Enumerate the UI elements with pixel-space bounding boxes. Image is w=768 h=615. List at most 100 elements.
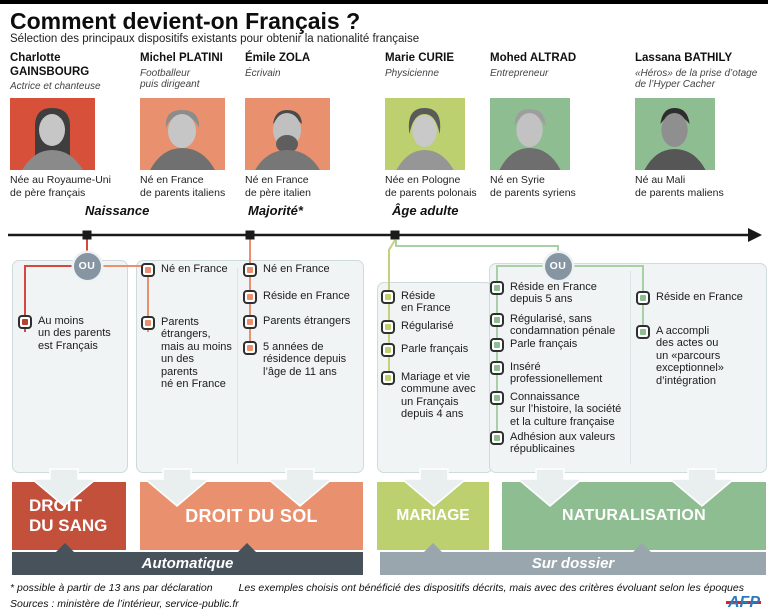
- condition-item: Au moins un des parents est Français: [18, 315, 114, 352]
- bar-label: Sur dossier: [531, 555, 615, 572]
- condition-item: Parle français: [490, 338, 625, 352]
- band-label: DROIT DU SANG: [29, 496, 108, 535]
- milestone-label-majorite: Majorité*: [248, 203, 303, 218]
- condition-bullet-icon: [381, 290, 395, 304]
- bar-label: Automatique: [141, 555, 234, 572]
- condition-bullet-icon: [18, 315, 32, 329]
- condition-item: Connaissance sur l’histoire, la société …: [490, 391, 625, 428]
- person-role: «Héros» de la prise d’otage de l’Hyper C…: [635, 67, 758, 91]
- band-naturalisation: NATURALISATION: [502, 482, 766, 550]
- person-photo: [635, 98, 715, 170]
- band-label: MARIAGE: [396, 507, 470, 525]
- or-node-1: OU: [73, 252, 101, 280]
- condition-item: Adhésion aux valeurs républicaines: [490, 431, 625, 456]
- person-column-platini: Michel PLATINI Footballeur puis dirigean…: [140, 52, 240, 199]
- person-photo: [385, 98, 465, 170]
- condition-bullet-icon: [490, 281, 504, 295]
- condition-bullet-icon: [243, 290, 257, 304]
- person-column-altrad: Mohed ALTRAD Entrepreneur Né en Syrie de…: [490, 52, 600, 199]
- person-role: Footballeur puis dirigeant: [140, 67, 200, 91]
- person-name: Marie CURIE: [385, 52, 455, 64]
- condition-bullet-icon: [243, 263, 257, 277]
- person-name: Émile ZOLA: [245, 52, 311, 64]
- person-photo: [140, 98, 225, 170]
- afp-logo-text: AFP: [728, 594, 760, 611]
- person-role: Écrivain: [245, 67, 281, 79]
- band-label: DROIT DU SOL: [185, 505, 318, 526]
- condition-item: Mariage et vie commune avec un Français …: [381, 371, 481, 421]
- footnote-examples: Les exemples choisis ont bénéficié des d…: [238, 582, 744, 594]
- person-role: Entrepreneur: [490, 67, 549, 79]
- person-origin: Né en France de parents italiens: [140, 174, 226, 200]
- condition-item: Réside en France depuis 5 ans: [490, 281, 625, 306]
- person-role: Physicienne: [385, 67, 439, 79]
- portrait-silhouette-icon: [396, 108, 454, 170]
- connector-age-adulte-to-ou2: [395, 240, 559, 252]
- condition-bullet-icon: [490, 361, 504, 375]
- person-origin: Née au Royaume-Uni de père français: [10, 174, 111, 200]
- condition-item: Parents étrangers, mais au moins un des …: [141, 316, 233, 391]
- person-photo: [490, 98, 570, 170]
- person-column-bathily: Lassana BATHILY «Héros» de la prise d’ot…: [635, 52, 768, 199]
- footnote-row: * possible à partir de 13 ans par déclar…: [10, 582, 750, 594]
- condition-bullet-icon: [381, 371, 395, 385]
- person-origin: Né en France de père italien: [245, 174, 311, 200]
- condition-bullet-icon: [381, 320, 395, 334]
- person-name: Lassana BATHILY: [635, 52, 733, 64]
- condition-item: Né en France: [141, 263, 233, 277]
- milestone-marker-age-adulte: [390, 230, 400, 240]
- condition-item: A accompli des actes ou un «parcours exc…: [636, 325, 754, 387]
- person-origin: Né en Syrie de parents syriens: [490, 174, 576, 200]
- portrait-silhouette-icon: [22, 108, 83, 170]
- person-role: Actrice et chanteuse: [10, 81, 101, 93]
- person-name: Mohed ALTRAD: [490, 52, 577, 64]
- condition-item: Régularisé, sans condamnation pénale: [490, 313, 625, 338]
- person-photo: [245, 98, 330, 170]
- sources-note: Sources : ministère de l’intérieur, serv…: [10, 598, 239, 610]
- person-photo: [10, 98, 95, 170]
- condition-item: Réside en France: [636, 291, 754, 305]
- condition-bullet-icon: [243, 315, 257, 329]
- person-column-gainsbourg: Charlotte GAINSBOURG Actrice et chanteus…: [10, 52, 132, 199]
- person-origin: Né au Mali de parents maliens: [635, 174, 724, 200]
- column-divider: [630, 271, 631, 464]
- band-droit-du-sang: DROIT DU SANG: [12, 482, 126, 550]
- condition-bullet-icon: [490, 431, 504, 445]
- person-origin: Née en Pologne de parents polonais: [385, 174, 477, 200]
- condition-bullet-icon: [490, 338, 504, 352]
- bar-sur-dossier: Sur dossier: [380, 552, 766, 575]
- column-divider: [237, 268, 238, 464]
- condition-item: Régularisé: [381, 320, 481, 334]
- person-column-curie: Marie CURIE Physicienne Née en Pologne d…: [385, 52, 485, 199]
- person-name: Charlotte GAINSBOURG: [10, 52, 90, 78]
- condition-item: 5 années de résidence depuis l’âge de 11…: [243, 341, 355, 378]
- condition-bullet-icon: [490, 391, 504, 405]
- page-title: Comment devient-on Français ?: [10, 8, 361, 34]
- condition-bullet-icon: [243, 341, 257, 355]
- bar-automatique: Automatique: [12, 552, 363, 575]
- condition-bullet-icon: [490, 313, 504, 327]
- footnote-asterisk: * possible à partir de 13 ans par déclar…: [10, 582, 213, 594]
- band-mariage: MARIAGE: [377, 482, 489, 550]
- condition-item: Parle français: [381, 343, 481, 357]
- portrait-silhouette-icon: [644, 108, 706, 170]
- afp-logo: AFP: [726, 594, 761, 612]
- milestone-label-naissance: Naissance: [85, 203, 150, 218]
- or-label: OU: [549, 260, 567, 272]
- portrait-silhouette-icon: [255, 110, 320, 170]
- condition-item: Né en France: [243, 263, 355, 277]
- band-label: NATURALISATION: [561, 506, 707, 524]
- or-node-2: OU: [544, 252, 572, 280]
- condition-box-droit-du-sang: [12, 260, 128, 473]
- top-border-bar: [0, 0, 768, 4]
- condition-bullet-icon: [636, 291, 650, 305]
- page-subtitle: Sélection des principaux dispositifs exi…: [10, 33, 420, 45]
- condition-bullet-icon: [141, 263, 155, 277]
- person-name: Michel PLATINI: [140, 52, 223, 64]
- person-column-zola: Émile ZOLA Écrivain Né en France de père…: [245, 52, 345, 199]
- or-label: OU: [78, 260, 96, 272]
- timeline-arrowhead-icon: [748, 228, 762, 242]
- condition-bullet-icon: [141, 316, 155, 330]
- portrait-silhouette-icon: [499, 109, 561, 170]
